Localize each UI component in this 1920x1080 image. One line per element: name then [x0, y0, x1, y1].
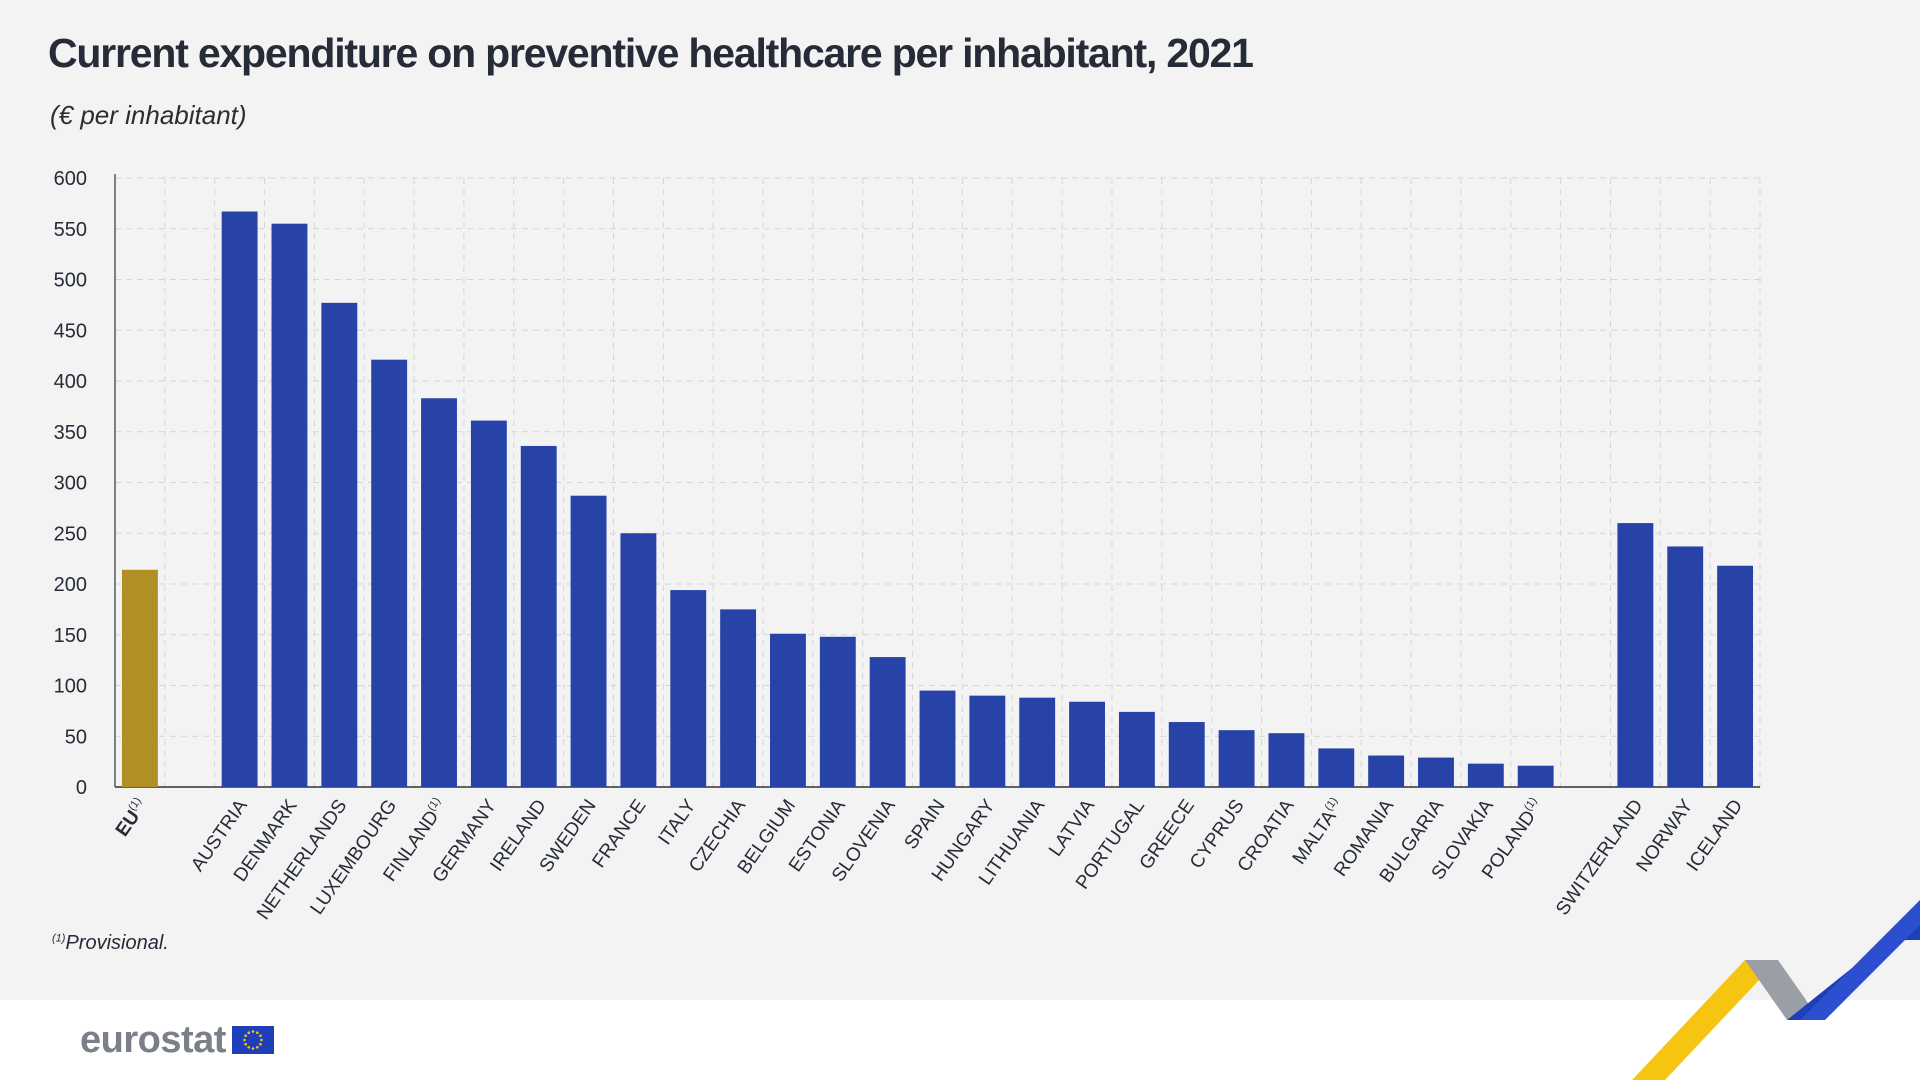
bar-bulgaria	[1418, 757, 1454, 787]
y-tick-label: 350	[54, 422, 87, 444]
bar-czechia	[720, 609, 757, 787]
bar-lithuania	[1019, 697, 1056, 787]
y-tick-label: 500	[54, 270, 87, 292]
footnote-text: Provisional.	[65, 932, 169, 954]
bar-germany	[470, 420, 507, 787]
y-tick-label: 300	[54, 473, 87, 495]
bar-eu	[121, 569, 158, 787]
bar-iceland	[1717, 565, 1754, 787]
y-tick-label: 400	[54, 371, 87, 393]
bar-switzerland	[1617, 523, 1654, 787]
bar-malta	[1318, 748, 1355, 787]
y-tick-label: 250	[54, 523, 87, 545]
y-tick-label: 50	[65, 726, 87, 748]
footnote-mark: (1)	[52, 932, 66, 945]
eu-flag-icon	[231, 1026, 274, 1054]
bar-chart: 050100150200250300350400450500550600EU(1…	[54, 168, 1761, 924]
bar-slovakia	[1467, 763, 1504, 787]
bar-ireland	[520, 445, 557, 787]
decor-blue-band	[1800, 900, 1920, 1020]
y-tick-label: 100	[54, 676, 87, 698]
bar-greece	[1168, 722, 1205, 787]
chart-subtitle: (€ per inhabitant)	[50, 100, 247, 130]
y-tick-label: 600	[54, 168, 87, 190]
footer-band	[0, 1000, 1920, 1080]
bar-denmark	[271, 223, 308, 788]
bar-belgium	[770, 633, 806, 787]
bar-spain	[919, 690, 956, 787]
bar-portugal	[1118, 711, 1155, 787]
bar-luxembourg	[371, 359, 408, 787]
y-tick-label: 150	[54, 625, 87, 647]
chart-title: Current expenditure on preventive health…	[48, 30, 1254, 76]
decor-yellow-stripe	[1632, 960, 1778, 1080]
decor-grey-stripe	[1745, 960, 1820, 1020]
bar-latvia	[1069, 701, 1105, 787]
bar-estonia	[819, 636, 856, 787]
bar-romania	[1368, 755, 1405, 787]
bar-poland	[1517, 765, 1554, 787]
bar-sweden	[570, 495, 607, 787]
bar-cyprus	[1218, 730, 1255, 787]
bar-finland	[421, 398, 457, 787]
bar-slovenia	[869, 657, 906, 787]
bar-france	[620, 533, 657, 787]
bar-austria	[221, 211, 258, 787]
bar-hungary	[969, 695, 1006, 787]
y-tick-label: 200	[54, 574, 87, 596]
eurostat-logo[interactable]: eurostat	[80, 1018, 274, 1061]
bar-norway	[1667, 546, 1704, 787]
y-tick-label: 550	[54, 219, 87, 241]
y-tick-label: 450	[54, 320, 87, 342]
logo-text: eurostat	[80, 1018, 226, 1061]
bar-italy	[670, 590, 707, 787]
bar-netherlands	[321, 302, 358, 787]
y-tick-label: 0	[76, 777, 87, 799]
bar-croatia	[1268, 733, 1305, 787]
footnote: (1)Provisional.	[52, 932, 169, 955]
